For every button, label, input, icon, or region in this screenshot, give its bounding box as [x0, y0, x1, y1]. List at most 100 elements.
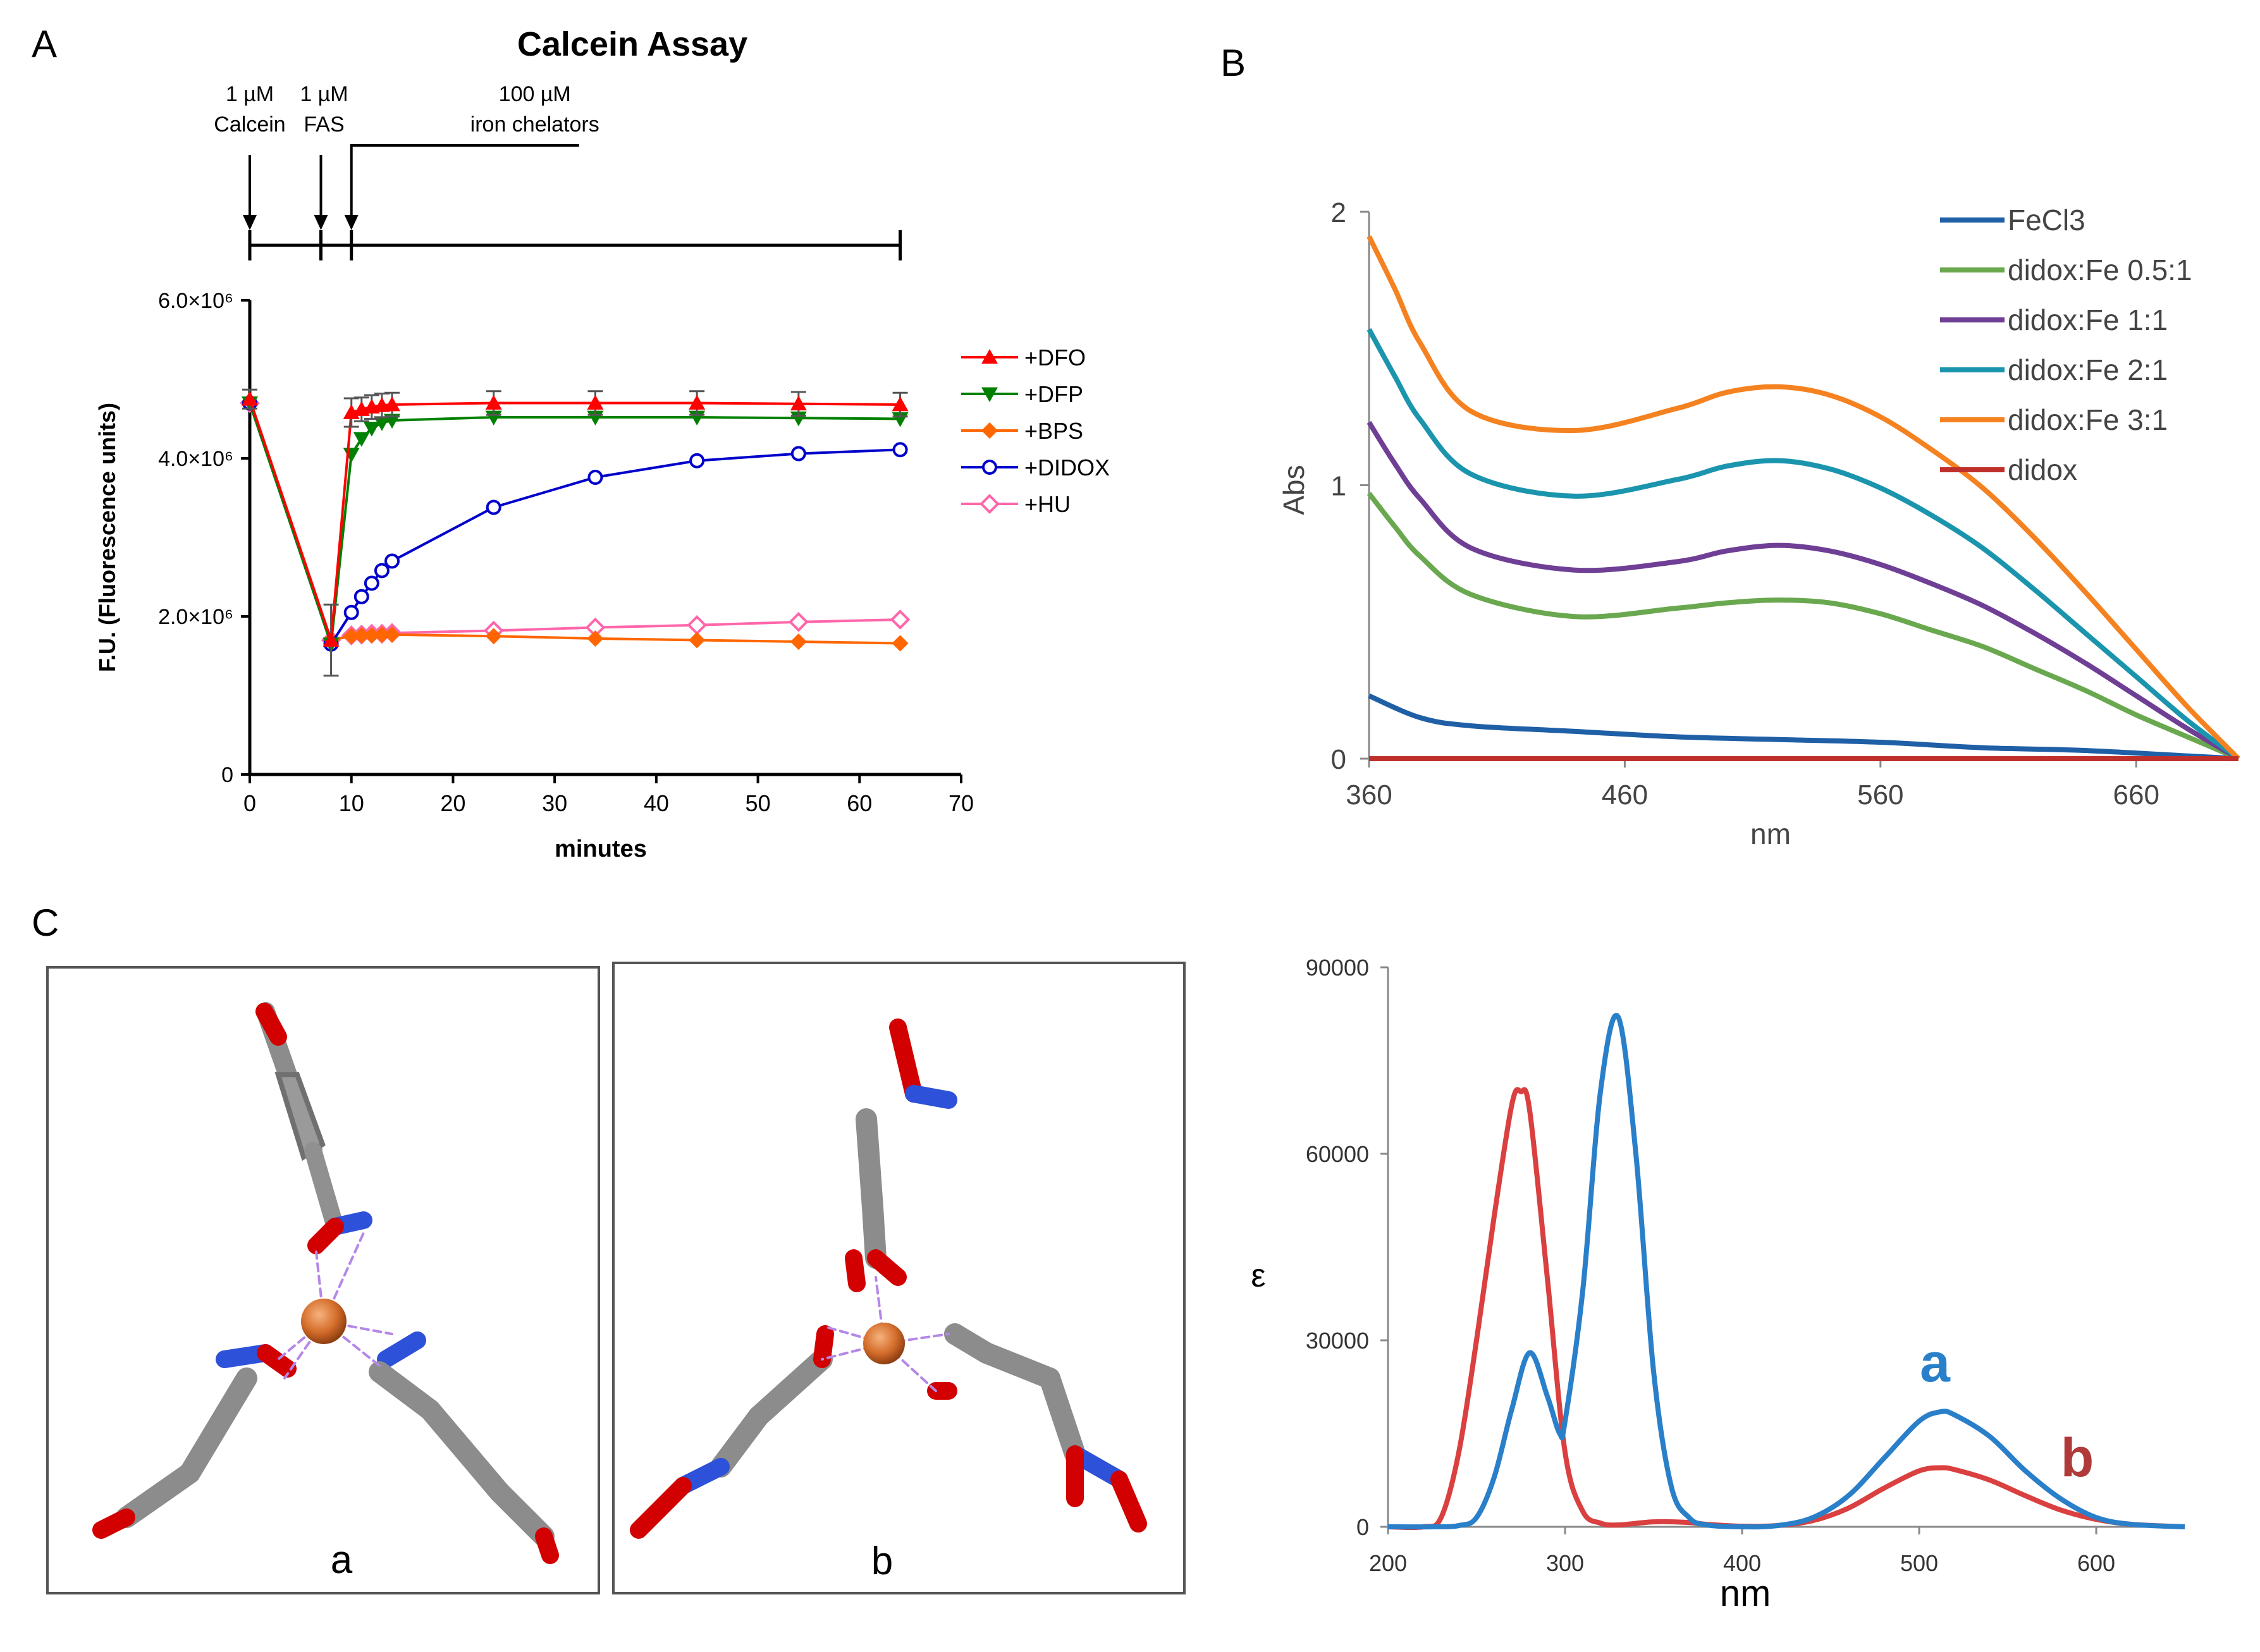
abs-legend-label: didox: [2008, 453, 2077, 486]
fe-atom-a: [301, 1299, 347, 1344]
calcein-data-point: [982, 460, 997, 475]
calcein-data-point: [373, 626, 390, 643]
eps-x-tick-label: 400: [1723, 1550, 1761, 1576]
eps-y-tick-label: 60000: [1306, 1141, 1369, 1167]
abs-series-line: [1366, 328, 2240, 761]
calcein-series-0: [242, 388, 909, 677]
abs-x-tick-label: 560: [1857, 780, 1903, 811]
eps-ylabel: ε: [1251, 1257, 1265, 1294]
fe-atom-b: [863, 1323, 905, 1364]
abs-chart: 360 460 560 660 0 1 2 nm Abs FeCl3 didox:Fe 0.5…: [1277, 197, 2240, 850]
calcein-x-tick-label: 20: [440, 790, 465, 816]
abs-legend-label: didox:Fe 1:1: [2008, 303, 2168, 336]
panel-label-b: B: [1220, 42, 1246, 84]
calcein-data-point: [485, 395, 502, 410]
calcein-data-point: [353, 627, 370, 644]
timeline-arrowhead: [243, 215, 257, 230]
abs-series: [1366, 235, 2240, 762]
structure-b-model: [630, 1019, 1147, 1539]
eps-y-tick-label: 30000: [1306, 1328, 1369, 1354]
eps-y-tick-label: 0: [1356, 1514, 1369, 1540]
abs-legend-label: didox:Fe 3:1: [2008, 403, 2168, 436]
abs-y-tick-label: 1: [1331, 471, 1346, 502]
calcein-data-point: [981, 349, 998, 364]
timeline-label: FAS: [304, 113, 344, 137]
calcein-data-point: [789, 611, 809, 632]
abs-series-line: [1366, 420, 2240, 761]
timeline-bracket: [350, 144, 579, 220]
calcein-data-point: [353, 432, 370, 447]
calcein-series-3: [242, 395, 908, 652]
abs-ylabel: Abs: [1277, 465, 1310, 515]
calcein-y-tick-label: 0: [221, 763, 233, 787]
abs-series-line: [1368, 693, 2239, 761]
calcein-data-point: [384, 626, 400, 643]
abs-x-tick-label: 360: [1346, 780, 1392, 811]
abs-series-line: [1366, 492, 2240, 761]
eps-x-tick-label: 300: [1546, 1550, 1584, 1576]
calcein-data-point: [587, 470, 603, 485]
calcein-data-point: [980, 494, 1000, 514]
calcein-x-tick-label: 10: [339, 790, 364, 816]
abs-y-tick-label: 0: [1331, 744, 1346, 775]
peak-label-b: b: [2061, 1428, 2094, 1488]
legend-label: +HU: [1024, 491, 1071, 517]
calcein-data-point: [343, 604, 359, 620]
calcein-chart: Calcein Assay 1 µM Calcein 1 µM FAS 100 µM ir…: [94, 25, 1110, 862]
abs-legend-label: didox:Fe 2:1: [2008, 353, 2168, 386]
calcein-x-tick-label: 70: [949, 790, 974, 816]
legend-label: +DIDOX: [1024, 455, 1110, 480]
calcein-data-point: [689, 395, 706, 410]
abs-x-tick-label: 460: [1602, 780, 1648, 811]
structure-b-box: b: [612, 962, 1186, 1594]
calcein-data-point: [687, 615, 707, 635]
calcein-x-tick-label: 30: [542, 790, 567, 816]
timeline-arrowhead: [344, 215, 359, 230]
calcein-y-ticks: 0 2.0×10⁶ 4.0×10⁶ 6.0×10⁶: [158, 289, 250, 787]
eps-series: [1387, 1013, 2185, 1531]
calcein-data-point: [790, 633, 807, 650]
calcein-data-point: [587, 630, 604, 647]
panel-label-c: C: [32, 902, 59, 944]
legend-label: +BPS: [1024, 418, 1083, 444]
calcein-data-point: [343, 628, 360, 645]
calcein-data-point: [790, 395, 807, 411]
calcein-data-point: [322, 632, 340, 647]
calcein-y-tick-label: 4.0×10⁶: [158, 447, 233, 471]
eps-ticks: 200 300 400 500 600 0 30000 60000 90000: [1306, 955, 2115, 1576]
calcein-series: [240, 388, 911, 677]
calcein-data-point: [242, 391, 258, 406]
calcein-x-tick-label: 50: [746, 790, 771, 816]
peak-label-a: a: [1920, 1333, 1951, 1393]
structure-a-box: a: [46, 966, 600, 1594]
abs-series-line: [1366, 235, 2240, 761]
structure-b-label: b: [871, 1539, 893, 1583]
calcein-data-point: [384, 396, 400, 412]
calcein-data-point: [343, 448, 360, 463]
calcein-series-line: [249, 398, 900, 641]
calcein-x-tick-label: 40: [644, 790, 669, 816]
structure-a-model: [92, 1002, 559, 1564]
timeline-amount: 1 µM: [300, 82, 348, 106]
eps-series-line-b: [1387, 1087, 2185, 1531]
legend-label: +DFP: [1024, 381, 1083, 407]
legend-label: +DFO: [1024, 345, 1086, 370]
calcein-data-point: [890, 609, 911, 630]
calcein-xlabel: minutes: [555, 836, 647, 862]
abs-legend: FeCl3 didox:Fe 0.5:1 didox:Fe 1:1 didox:Fe …: [1940, 204, 2192, 486]
calcein-series-line: [249, 402, 900, 642]
calcein-title: Calcein Assay: [517, 25, 747, 63]
timeline-label: iron chelators: [470, 113, 599, 137]
eps-x-tick-label: 200: [1369, 1550, 1407, 1576]
timeline: 1 µM Calcein 1 µM FAS 100 µM iron chelators: [214, 82, 902, 260]
calcein-y-tick-label: 6.0×10⁶: [158, 289, 233, 313]
calcein-data-point: [374, 563, 390, 578]
eps-x-tick-label: 600: [2077, 1550, 2115, 1576]
timeline-amount: 1 µM: [226, 82, 274, 106]
abs-xlabel: nm: [1750, 817, 1791, 850]
calcein-data-point: [384, 553, 400, 569]
structure-a-label: a: [331, 1538, 353, 1582]
calcein-data-point: [892, 396, 909, 412]
calcein-y-tick-label: 2.0×10⁶: [158, 605, 233, 629]
